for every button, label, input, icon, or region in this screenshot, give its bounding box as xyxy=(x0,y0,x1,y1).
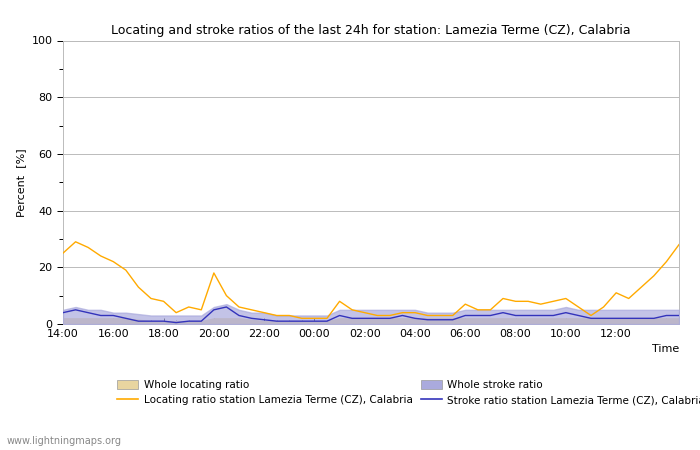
Text: Time: Time xyxy=(652,344,679,354)
Title: Locating and stroke ratios of the last 24h for station: Lamezia Terme (CZ), Cala: Locating and stroke ratios of the last 2… xyxy=(111,23,631,36)
Text: www.lightningmaps.org: www.lightningmaps.org xyxy=(7,436,122,446)
Legend: Whole locating ratio, Locating ratio station Lamezia Terme (CZ), Calabria, Whole: Whole locating ratio, Locating ratio sta… xyxy=(118,380,700,405)
Y-axis label: Percent  [%]: Percent [%] xyxy=(16,148,26,216)
